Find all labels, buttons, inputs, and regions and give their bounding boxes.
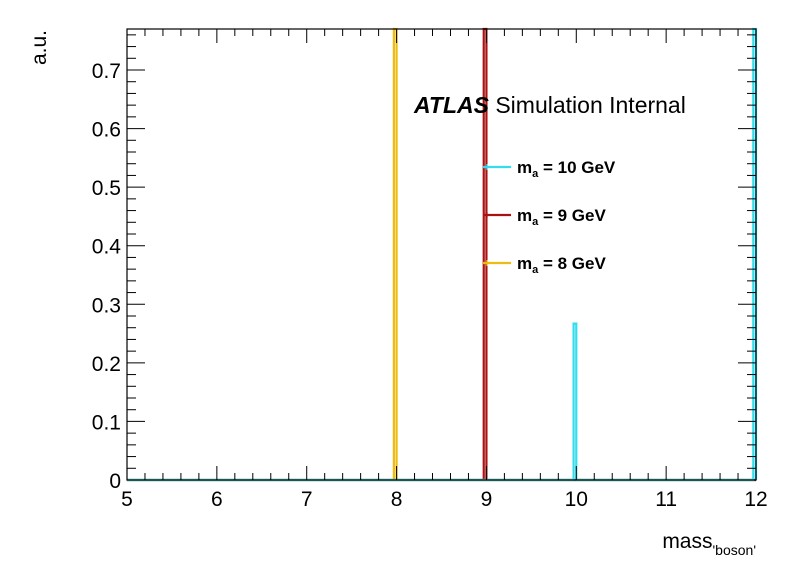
legend-label-1: ma = 9 GeV — [517, 206, 606, 228]
y-tick-label: 0.7 — [92, 60, 121, 83]
x-axis-title-main: mass — [662, 530, 712, 553]
x-tick-label: 12 — [744, 488, 767, 511]
x-axis-title: mass'boson' — [662, 530, 756, 558]
y-tick-label: 0.6 — [92, 119, 121, 142]
ticks-layer — [126, 29, 757, 481]
legend-label-suffix: = 9 GeV — [538, 206, 606, 225]
legend-label-suffix: = 10 GeV — [538, 158, 616, 177]
legend-label-sub: a — [532, 168, 539, 180]
y-tick-label: 0 — [109, 470, 121, 493]
x-tick-label: 11 — [655, 488, 677, 511]
legend-label-sub: a — [532, 216, 539, 228]
y-tick-label: 0.5 — [92, 177, 121, 200]
x-tick-label: 10 — [565, 488, 588, 511]
y-tick-label: 0.4 — [92, 236, 122, 259]
legend-label-main: m — [517, 206, 532, 225]
x-axis-title-sub: 'boson' — [713, 542, 757, 558]
x-tick-label: 6 — [211, 488, 223, 511]
legend-label-2: ma = 8 GeV — [517, 254, 606, 276]
legend-label-main: m — [517, 158, 532, 177]
y-tick-label: 0.1 — [92, 411, 121, 434]
y-tick-label: 0.2 — [92, 353, 121, 376]
legend-label-0: ma = 10 GeV — [517, 158, 616, 180]
plot-frame — [126, 28, 757, 481]
atlas-label-bold: ATLAS — [413, 92, 490, 118]
y-axis-title: a.u. — [28, 30, 51, 65]
atlas-label-rest: Simulation Internal — [489, 92, 686, 118]
x-tick-label: 5 — [121, 488, 133, 511]
atlas-label: ATLAS Simulation Internal — [413, 92, 686, 118]
x-tick-label: 8 — [391, 488, 403, 511]
legend-label-suffix: = 8 GeV — [538, 254, 606, 273]
y-tick-label: 0.3 — [92, 294, 121, 317]
legend-label-sub: a — [532, 264, 539, 276]
legend-label-main: m — [517, 254, 532, 273]
x-tick-label: 7 — [301, 488, 313, 511]
x-tick-label: 9 — [481, 488, 493, 511]
labels-layer: 5 6 7 8 9 10 11 12 0 0.1 0.2 0.3 0.4 0.5 0.6 0.7 — [92, 60, 768, 511]
